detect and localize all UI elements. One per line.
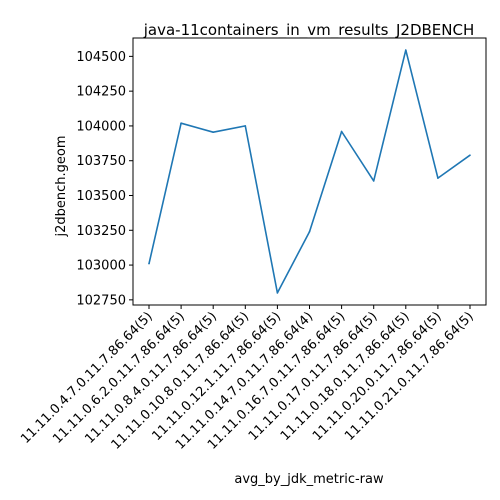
- data-point: [373, 180, 375, 182]
- series-line: [149, 50, 470, 293]
- y-tick-label: 103500: [76, 189, 126, 204]
- data-point: [277, 292, 279, 294]
- data-point: [212, 131, 214, 133]
- y-axis-label: j2dbench.geom: [54, 135, 69, 237]
- y-tick-label: 104000: [76, 119, 126, 134]
- data-point: [245, 125, 247, 127]
- data-point: [148, 263, 150, 265]
- plot-frame: [133, 38, 486, 305]
- chart-title: java-11containers_in_vm_results_J2DBENCH: [143, 21, 475, 40]
- x-axis: 11.11.0.4.7.0.11.7.86.64(5)11.11.0.6.2.0…: [18, 305, 477, 453]
- y-axis: 102750 103000 103250 103500 103750 104000 1042…: [76, 50, 133, 308]
- data-point: [405, 49, 407, 51]
- x-axis-label: avg_by_jdk_metric-raw: [234, 472, 384, 487]
- data-point: [309, 231, 311, 233]
- data-point: [341, 131, 343, 133]
- y-tick-label: 104250: [76, 85, 126, 100]
- y-tick-label: 104500: [76, 50, 126, 65]
- plot-area: [133, 38, 486, 305]
- data-point: [469, 154, 471, 156]
- y-tick-label: 103250: [76, 224, 126, 239]
- data-point: [180, 122, 182, 124]
- y-tick-label: 103000: [76, 259, 126, 274]
- data-point: [437, 177, 439, 179]
- y-tick-label: 103750: [76, 154, 126, 169]
- y-tick-label: 102750: [76, 293, 126, 308]
